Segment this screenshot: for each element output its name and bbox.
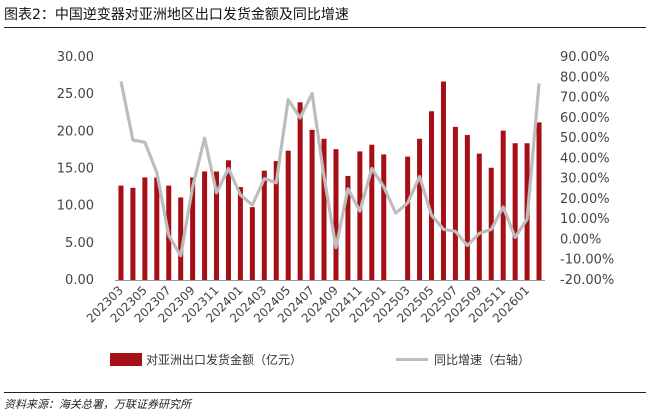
bar (488, 167, 494, 280)
y-left-tick-label: 20.00 (57, 124, 94, 139)
bar (536, 122, 542, 280)
y-right-tick-label: -10.00% (560, 253, 614, 268)
source-note: 资料来源：海关总署，万联证券研究所 (4, 398, 191, 411)
bar (285, 150, 291, 280)
bar (297, 102, 303, 281)
legend: 对亚洲出口发货金额（亿元） 同比增速（右轴） (110, 352, 530, 367)
y-right-tick-label: 50.00% (560, 131, 610, 146)
y-right-tick-label: 0.00% (560, 232, 601, 247)
bar (464, 135, 470, 280)
line-path (119, 81, 541, 258)
bar (476, 153, 482, 280)
bar (512, 143, 518, 280)
bar (130, 187, 136, 280)
bar (440, 81, 446, 280)
bar (417, 138, 423, 280)
y-left-tick-label: 25.00 (57, 87, 94, 102)
chart: 0.00 5.00 10.00 15.00 20.00 25.00 30.00 -20.00… (57, 50, 614, 367)
bar (190, 177, 196, 280)
y-right-tick-label: 70.00% (560, 91, 610, 106)
bar (381, 154, 387, 280)
y-right-tick-label: 30.00% (560, 172, 610, 187)
y-left-tick-label: 10.00 (57, 199, 94, 214)
bar (178, 197, 184, 280)
bar (225, 160, 231, 280)
bar (118, 185, 124, 280)
bar (154, 177, 160, 280)
bar (142, 177, 148, 280)
y-left-tick-label: 0.00 (65, 273, 94, 288)
legend-swatch-bar (110, 353, 142, 366)
bar (405, 156, 411, 280)
bar (429, 111, 435, 280)
title-divider (4, 27, 646, 28)
legend-label-line: 同比增速（右轴） (434, 352, 530, 367)
bar-series (118, 81, 542, 281)
bar (202, 171, 208, 280)
y-left-tick-label: 5.00 (65, 236, 94, 251)
bar (237, 187, 243, 280)
y-right-tick-label: 80.00% (560, 70, 610, 85)
bar (273, 161, 279, 280)
y-left-axis: 0.00 5.00 10.00 15.00 20.00 25.00 30.00 (57, 50, 94, 288)
bar (345, 175, 351, 280)
y-right-tick-label: 90.00% (560, 50, 610, 65)
bar (249, 207, 255, 280)
bar (452, 126, 458, 280)
y-right-tick-label: 20.00% (560, 192, 610, 207)
x-axis: 2023032023052023072023092023112024012024… (84, 280, 545, 325)
y-right-tick-label: 60.00% (560, 111, 610, 126)
bar (333, 149, 339, 280)
bar (261, 170, 267, 280)
y-left-tick-label: 15.00 (57, 162, 94, 177)
y-left-tick-label: 30.00 (57, 50, 94, 65)
y-right-tick-label: 10.00% (560, 212, 610, 227)
line-series (119, 81, 541, 258)
y-right-tick-label: -20.00% (560, 273, 614, 288)
bar (369, 144, 375, 280)
source-divider (4, 392, 646, 393)
chart-title: 图表2：中国逆变器对亚洲地区出口发货金额及同比增速 (4, 7, 349, 23)
bar (309, 129, 315, 280)
bar (500, 130, 506, 280)
bar (357, 151, 363, 280)
legend-label-bar: 对亚洲出口发货金额（亿元） (146, 352, 302, 367)
y-right-tick-label: 40.00% (560, 151, 610, 166)
bar (214, 171, 220, 280)
bar (321, 138, 327, 280)
y-right-axis: -20.00% -10.00% 0.00% 10.00% 20.00% 30.00% 40.… (560, 50, 614, 288)
